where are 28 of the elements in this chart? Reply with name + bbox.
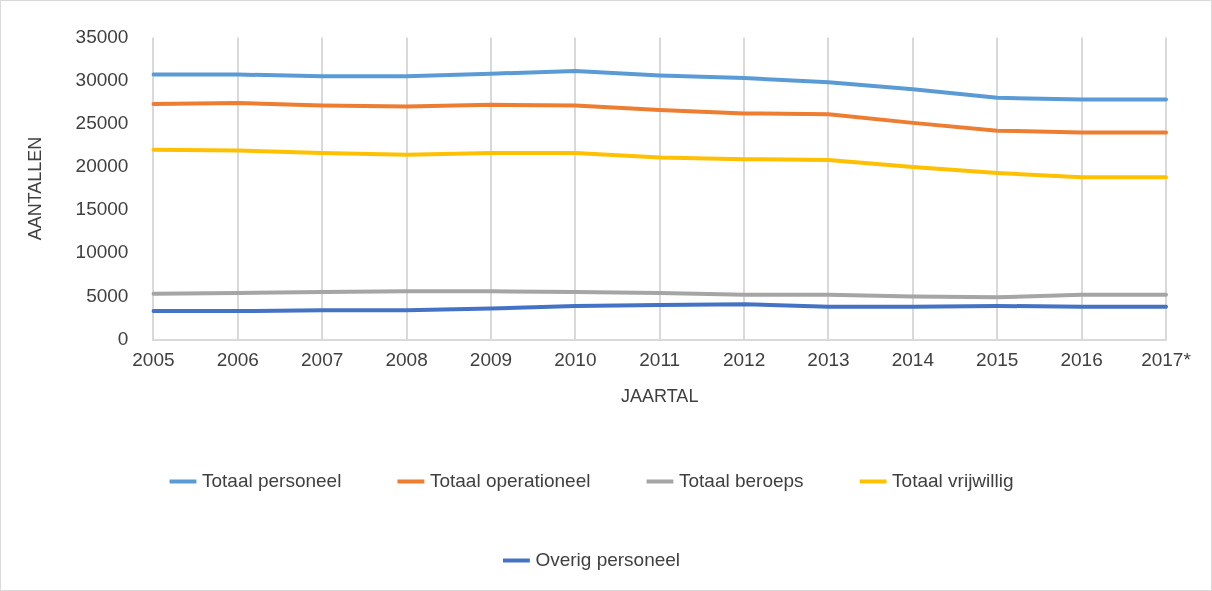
x-tick-label: 2016 <box>1060 349 1103 371</box>
x-tick-label: 2005 <box>132 349 175 371</box>
y-tick-label: 30000 <box>75 68 129 90</box>
y-tick-label: 0 <box>117 327 129 349</box>
x-tick-label: 2007 <box>301 349 344 371</box>
x-tick-label: 2015 <box>976 349 1019 371</box>
x-tick-label: 2012 <box>722 349 766 371</box>
x-tick-label: 2006 <box>216 349 259 371</box>
x-tick-label: 2013 <box>807 349 850 371</box>
x-tick-label: 2011 <box>639 349 681 371</box>
x-tick-label: 2014 <box>891 349 935 371</box>
y-tick-label: 5000 <box>86 284 129 306</box>
x-tick-label: 2009 <box>469 349 513 371</box>
legend-label: Totaal personeel <box>201 469 342 491</box>
legend-label: Overig personeel <box>535 548 681 570</box>
y-axis-title: AANTALLEN <box>24 136 45 241</box>
y-tick-label: 15000 <box>75 198 129 220</box>
legend-label: Totaal operationeel <box>429 469 591 491</box>
y-tick-label: 25000 <box>75 111 129 133</box>
y-tick-label: 10000 <box>75 241 129 263</box>
y-tick-label: 20000 <box>75 155 129 177</box>
x-tick-label: 2008 <box>385 349 428 371</box>
x-tick-label: 2017* <box>1141 349 1192 371</box>
legend-label: Totaal vrijwillig <box>892 469 1014 491</box>
y-tick-label: 35000 <box>75 25 129 47</box>
x-tick-label: 2010 <box>554 349 597 371</box>
legend-label: Totaal beroeps <box>678 469 804 491</box>
x-axis-title: JAARTAL <box>621 386 699 407</box>
